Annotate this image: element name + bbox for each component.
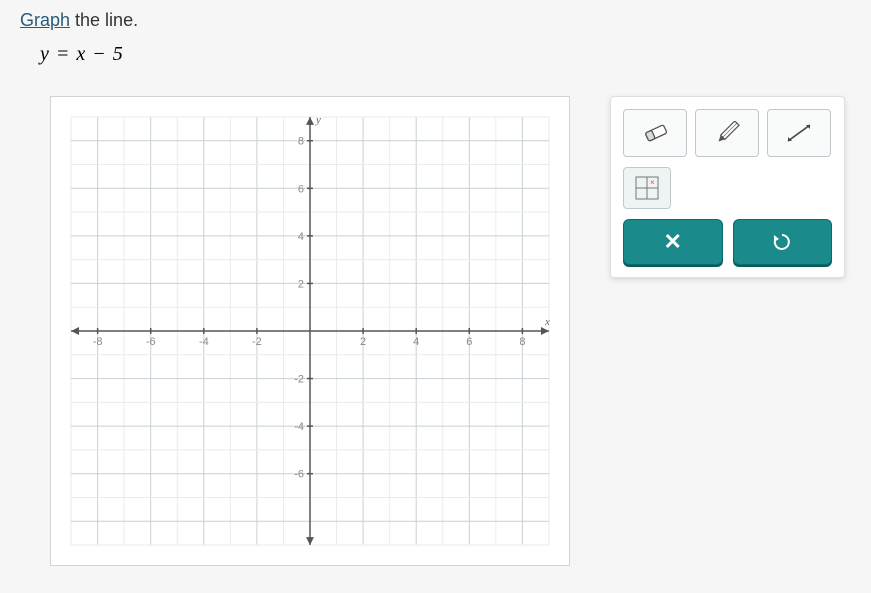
svg-text:4: 4 xyxy=(298,231,304,243)
clear-button[interactable]: ✕ xyxy=(623,219,723,265)
line-tool-button[interactable] xyxy=(767,109,831,157)
svg-text:6: 6 xyxy=(466,336,472,348)
pencil-icon xyxy=(712,121,742,145)
svg-text:x: x xyxy=(544,316,550,328)
eraser-tool-button[interactable] xyxy=(623,109,687,157)
svg-text:-2: -2 xyxy=(252,336,262,348)
svg-text:-6: -6 xyxy=(146,336,156,348)
instruction-text: Graph the line. xyxy=(20,10,851,31)
svg-text:-2: -2 xyxy=(294,374,304,386)
line-icon xyxy=(784,121,814,145)
svg-text:6: 6 xyxy=(298,183,304,195)
point-grid-icon: × xyxy=(633,174,661,202)
svg-text:-4: -4 xyxy=(199,336,209,348)
graph-panel[interactable]: -8 -6 -4 -2 2 4 6 8 8 6 4 2 -2 -4 -6 x y xyxy=(50,96,570,566)
eraser-icon xyxy=(640,121,670,145)
close-icon: ✕ xyxy=(664,229,682,255)
svg-text:-4: -4 xyxy=(294,421,304,433)
svg-text:-6: -6 xyxy=(294,469,304,481)
reset-button[interactable] xyxy=(733,219,833,265)
svg-text:-8: -8 xyxy=(93,336,103,348)
equation-text: y = x − 5 xyxy=(40,43,851,66)
svg-text:2: 2 xyxy=(360,336,366,348)
point-grid-tool-button[interactable]: × xyxy=(623,167,671,209)
pencil-tool-button[interactable] xyxy=(695,109,759,157)
graph-link[interactable]: Graph xyxy=(20,10,70,30)
reset-icon xyxy=(771,231,793,253)
tool-panel: × ✕ xyxy=(610,96,845,278)
svg-text:8: 8 xyxy=(298,136,304,148)
svg-text:4: 4 xyxy=(413,336,419,348)
svg-text:2: 2 xyxy=(298,278,304,290)
svg-text:8: 8 xyxy=(519,336,525,348)
coordinate-grid[interactable]: -8 -6 -4 -2 2 4 6 8 8 6 4 2 -2 -4 -6 x y xyxy=(61,107,559,555)
instruction-rest: the line. xyxy=(70,10,138,30)
svg-text:y: y xyxy=(315,114,321,126)
svg-text:×: × xyxy=(650,178,655,187)
